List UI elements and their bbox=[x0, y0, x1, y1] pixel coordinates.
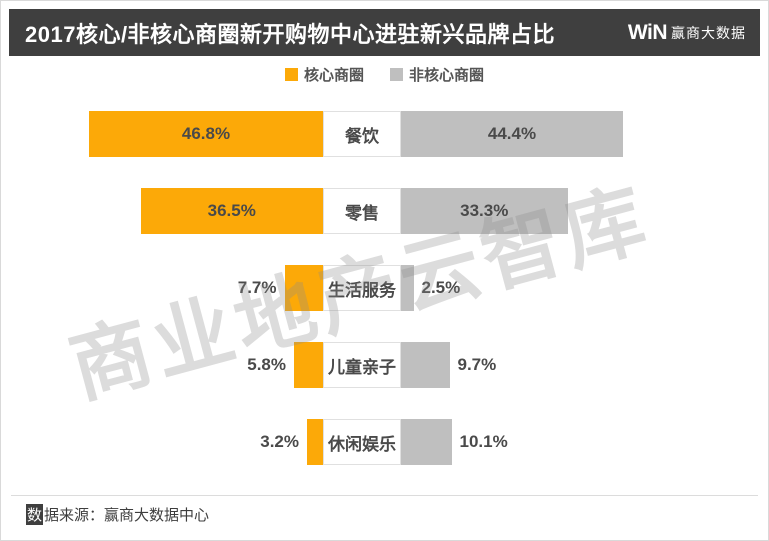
category-label: 休闲娱乐 bbox=[323, 419, 401, 465]
core-swatch-icon bbox=[284, 68, 298, 81]
legend-item-noncore: 非核心商圈 bbox=[390, 64, 484, 85]
noncore-bar bbox=[401, 188, 568, 234]
noncore-value-label: 2.5% bbox=[421, 278, 461, 297]
source-highlight-badge: 数 bbox=[26, 504, 44, 525]
diverging-bar-chart: 餐饮 46.8% 44.4% 零售 36.5% 33.3% 生活服务 7.7% 2.5% 儿童亲子… bbox=[1, 104, 768, 466]
header-bar: 2017核心/非核心商圈新开购物中心进驻新兴品牌占比 WiN 赢商大数据 bbox=[9, 9, 760, 56]
footer-divider bbox=[11, 495, 758, 496]
chart-row: 餐饮 46.8% 44.4% bbox=[1, 111, 768, 157]
data-source-note: 数 据来源：赢商大数据中心 bbox=[26, 504, 209, 525]
noncore-value-label: 10.1% bbox=[459, 432, 508, 451]
noncore-value-label: 33.3% bbox=[460, 201, 509, 220]
brand-logo: WiN 赢商大数据 bbox=[628, 21, 746, 45]
noncore-bar bbox=[401, 342, 450, 388]
core-value-label: 46.8% bbox=[181, 124, 231, 143]
chart-row: 零售 36.5% 33.3% bbox=[1, 188, 768, 234]
core-bar bbox=[294, 342, 323, 388]
source-text: 据来源：赢商大数据中心 bbox=[44, 507, 210, 524]
legend-item-core: 核心商圈 bbox=[284, 64, 364, 85]
noncore-swatch-icon bbox=[390, 68, 403, 81]
core-bar bbox=[284, 265, 323, 311]
legend-label-core: 核心商圈 bbox=[303, 67, 364, 84]
core-bar bbox=[89, 111, 323, 157]
category-label: 零售 bbox=[323, 188, 401, 234]
brand-name: 赢商大数据 bbox=[671, 24, 746, 41]
chart-row: 儿童亲子 5.8% 9.7% bbox=[1, 342, 768, 388]
noncore-bar bbox=[401, 265, 414, 311]
core-bar bbox=[140, 188, 323, 234]
category-label: 餐饮 bbox=[323, 111, 401, 157]
noncore-value-label: 44.4% bbox=[487, 124, 537, 143]
core-value-label: 7.7% bbox=[237, 278, 277, 297]
core-value-label: 3.2% bbox=[260, 432, 299, 451]
legend: 核心商圈 非核心商圈 bbox=[1, 64, 768, 85]
core-value-label: 5.8% bbox=[247, 355, 286, 374]
win-logo-icon: WiN bbox=[627, 20, 668, 44]
noncore-bar bbox=[401, 111, 623, 157]
category-label: 生活服务 bbox=[323, 265, 401, 311]
legend-label-noncore: 非核心商圈 bbox=[409, 67, 485, 84]
noncore-bar bbox=[401, 419, 452, 465]
category-label: 儿童亲子 bbox=[323, 342, 401, 388]
core-bar bbox=[307, 419, 323, 465]
chart-row: 休闲娱乐 3.2% 10.1% bbox=[1, 419, 768, 465]
page-title: 2017核心/非核心商圈新开购物中心进驻新兴品牌占比 bbox=[25, 21, 556, 47]
noncore-value-label: 9.7% bbox=[457, 355, 497, 374]
chart-row: 生活服务 7.7% 2.5% bbox=[1, 265, 768, 311]
core-value-label: 36.5% bbox=[207, 201, 256, 220]
